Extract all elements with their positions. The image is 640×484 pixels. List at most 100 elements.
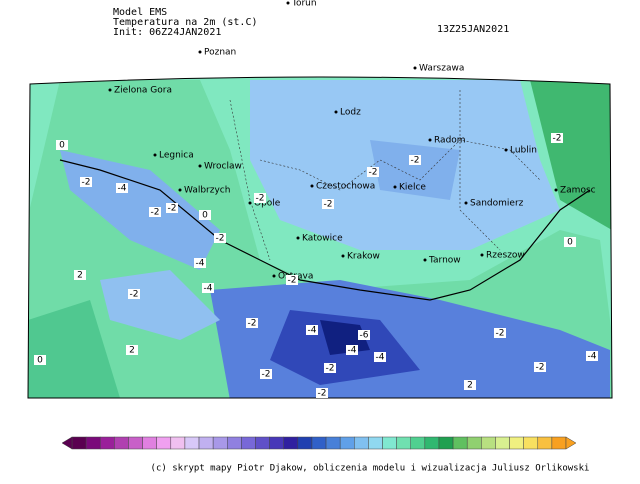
contour-label-bg bbox=[246, 318, 258, 328]
city-dot bbox=[286, 1, 290, 5]
contour-label-bg bbox=[551, 133, 563, 143]
contour-label: -2 bbox=[369, 168, 378, 178]
contour-label-bg bbox=[306, 325, 318, 335]
city-dot bbox=[198, 164, 202, 168]
contour-label: 2 bbox=[129, 346, 135, 356]
city-dot bbox=[198, 50, 202, 54]
city-label: Lublin bbox=[510, 146, 537, 156]
contour-label-bg bbox=[494, 328, 506, 338]
contour-label-bg bbox=[116, 183, 128, 193]
contour-label-bg bbox=[564, 237, 576, 247]
init: Init: 06Z24JAN2021 bbox=[113, 27, 221, 38]
contour-label-bg bbox=[586, 351, 598, 361]
contour-label-bg bbox=[149, 207, 161, 217]
credit: (c) skrypt mapy Piotr Djakow, obliczenia… bbox=[151, 464, 590, 474]
city-dot bbox=[393, 185, 397, 189]
contour-label-bg bbox=[80, 177, 92, 187]
contour-label-bg bbox=[367, 167, 379, 177]
city-label: Zamosc bbox=[560, 186, 596, 196]
city-dot bbox=[428, 138, 432, 142]
city-label: Krakow bbox=[347, 252, 380, 262]
colorbar-swatch bbox=[114, 436, 129, 450]
city-dot bbox=[248, 201, 252, 205]
city-dot bbox=[504, 148, 508, 152]
colorbar-swatch bbox=[466, 436, 482, 450]
contour-label-bg bbox=[358, 330, 370, 340]
contour-label: -4 bbox=[118, 184, 127, 194]
city-label: Katowice bbox=[302, 234, 343, 244]
colorbar-swatch bbox=[424, 436, 440, 450]
contour-label: -2 bbox=[216, 234, 225, 244]
contour-label: 0 bbox=[202, 211, 208, 221]
contour-label-bg bbox=[260, 369, 272, 379]
colorbar-swatch bbox=[198, 436, 214, 450]
city-dot bbox=[413, 66, 417, 70]
city-label: Wroclaw bbox=[204, 162, 242, 172]
city-dot bbox=[480, 253, 484, 257]
colorbar-swatch bbox=[128, 436, 143, 450]
contour-label: -4 bbox=[196, 259, 205, 269]
contour-label: -2 bbox=[411, 156, 420, 166]
colorbar-swatch bbox=[481, 436, 496, 450]
colorbar-swatch bbox=[311, 436, 327, 450]
city-label: Rzeszow bbox=[486, 251, 525, 261]
contour-label-bg bbox=[346, 345, 358, 355]
contour-label: -4 bbox=[348, 346, 357, 356]
contour-label: 2 bbox=[467, 381, 473, 391]
contour-label-bg bbox=[126, 345, 138, 355]
colorbar-swatch bbox=[551, 436, 567, 450]
colorbar-swatch bbox=[283, 436, 299, 450]
contour-layer: 0-2-4-2 -2-4-20-2-2-2-2-4-4 -6-4-4-2-2-2-2… bbox=[34, 133, 598, 399]
city-label: Torun bbox=[291, 0, 317, 9]
contour-label-bg bbox=[34, 355, 46, 365]
colorbar-swatch bbox=[269, 436, 284, 450]
contour-label: -2 bbox=[496, 329, 505, 339]
city-label: Poznan bbox=[204, 48, 236, 58]
colorbar-swatch bbox=[410, 436, 426, 450]
contour-label: -4 bbox=[376, 353, 385, 363]
city-dot bbox=[554, 188, 558, 192]
colorbar-swatch bbox=[241, 436, 256, 450]
contour-label-bg bbox=[199, 210, 211, 220]
contour-label: -2 bbox=[168, 204, 177, 214]
city-dot bbox=[341, 254, 345, 258]
contour-label-bg bbox=[324, 363, 336, 373]
city-label: Zielona Gora bbox=[114, 86, 172, 96]
contour-label: -2 bbox=[151, 208, 160, 218]
contour-label-bg bbox=[374, 352, 386, 362]
colorbar-swatch bbox=[537, 436, 553, 450]
city-dot bbox=[464, 201, 468, 205]
valid-time: 13Z25JAN2021 bbox=[437, 24, 509, 35]
city-label: Kielce bbox=[399, 183, 426, 193]
contour-label-bg bbox=[254, 193, 266, 203]
contour-label-bg bbox=[128, 289, 140, 299]
contour-label-bg bbox=[286, 275, 298, 285]
colorbar-swatch bbox=[339, 436, 355, 450]
colorbar-swatch bbox=[227, 436, 242, 450]
city-dot bbox=[153, 153, 157, 157]
contour-label-bg bbox=[464, 380, 476, 390]
contour-label: -2 bbox=[536, 363, 545, 373]
colorbar bbox=[61, 436, 577, 450]
contour-label: 0 bbox=[37, 356, 43, 366]
city-dot bbox=[108, 88, 112, 92]
city-dot bbox=[310, 184, 314, 188]
colorbar-arrow-high bbox=[565, 436, 577, 450]
colorbar-swatch bbox=[382, 436, 397, 450]
contour-label: -2 bbox=[248, 319, 257, 329]
contour-label-bg bbox=[56, 140, 68, 150]
city-dot bbox=[178, 188, 182, 192]
contour-label: 0 bbox=[59, 141, 65, 151]
city-label: Legnica bbox=[159, 151, 194, 161]
colorbar-swatch bbox=[325, 436, 341, 450]
contour-label: -2 bbox=[82, 178, 91, 188]
colorbar-swatch bbox=[85, 436, 101, 450]
city-dot bbox=[296, 236, 300, 240]
contour-label: -2 bbox=[130, 290, 139, 300]
contour-label: -2 bbox=[326, 364, 335, 374]
colorbar-swatch bbox=[156, 436, 172, 450]
contour-label: -2 bbox=[318, 389, 327, 399]
contour-label-bg bbox=[322, 199, 334, 209]
colorbar-swatch bbox=[170, 436, 186, 450]
